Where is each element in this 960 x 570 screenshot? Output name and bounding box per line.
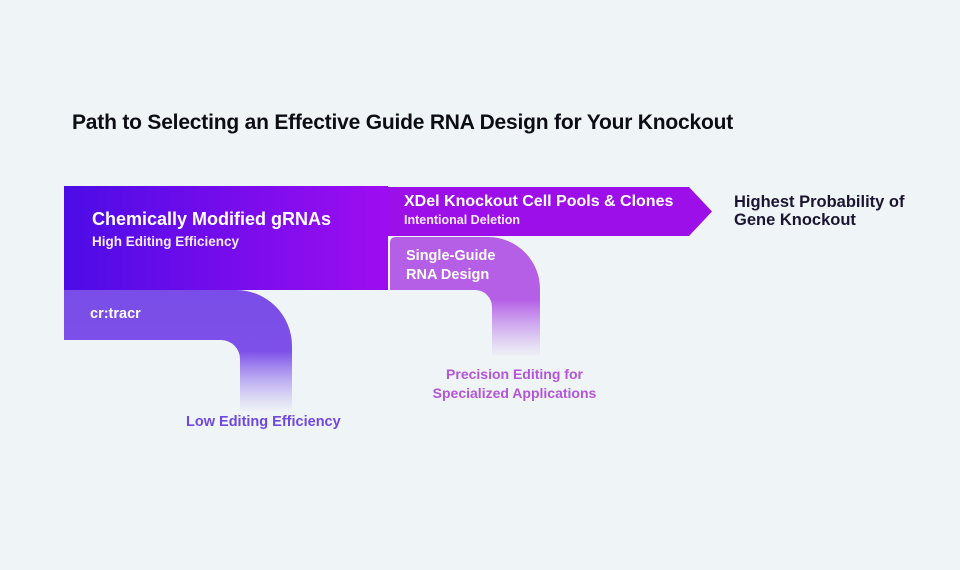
main-band-shape [64, 186, 388, 290]
highest-probability-label: Highest Probability of Gene Knockout [734, 193, 905, 229]
page-title: Path to Selecting an Effective Guide RNA… [72, 111, 734, 134]
cr-tracr-label: cr:tracr [90, 306, 141, 322]
low-editing-efficiency-caption: Low Editing Efficiency [186, 414, 341, 430]
single-guide-elbow-shape [390, 237, 540, 356]
main-band-label: Chemically Modified gRNAs [92, 209, 332, 229]
cr-tracr-elbow-shape [64, 290, 292, 412]
main-band-sublabel: High Editing Efficiency [92, 234, 240, 249]
single-guide-label: Single-Guide RNA Design [406, 248, 496, 283]
xdel-arrow-sublabel: Intentional Deletion [404, 213, 520, 227]
xdel-arrow-label: XDel Knockout Cell Pools & Clones [404, 193, 674, 210]
xdel-arrow-shape [388, 187, 712, 236]
precision-editing-caption: Precision Editing for Specialized Applic… [432, 366, 597, 401]
